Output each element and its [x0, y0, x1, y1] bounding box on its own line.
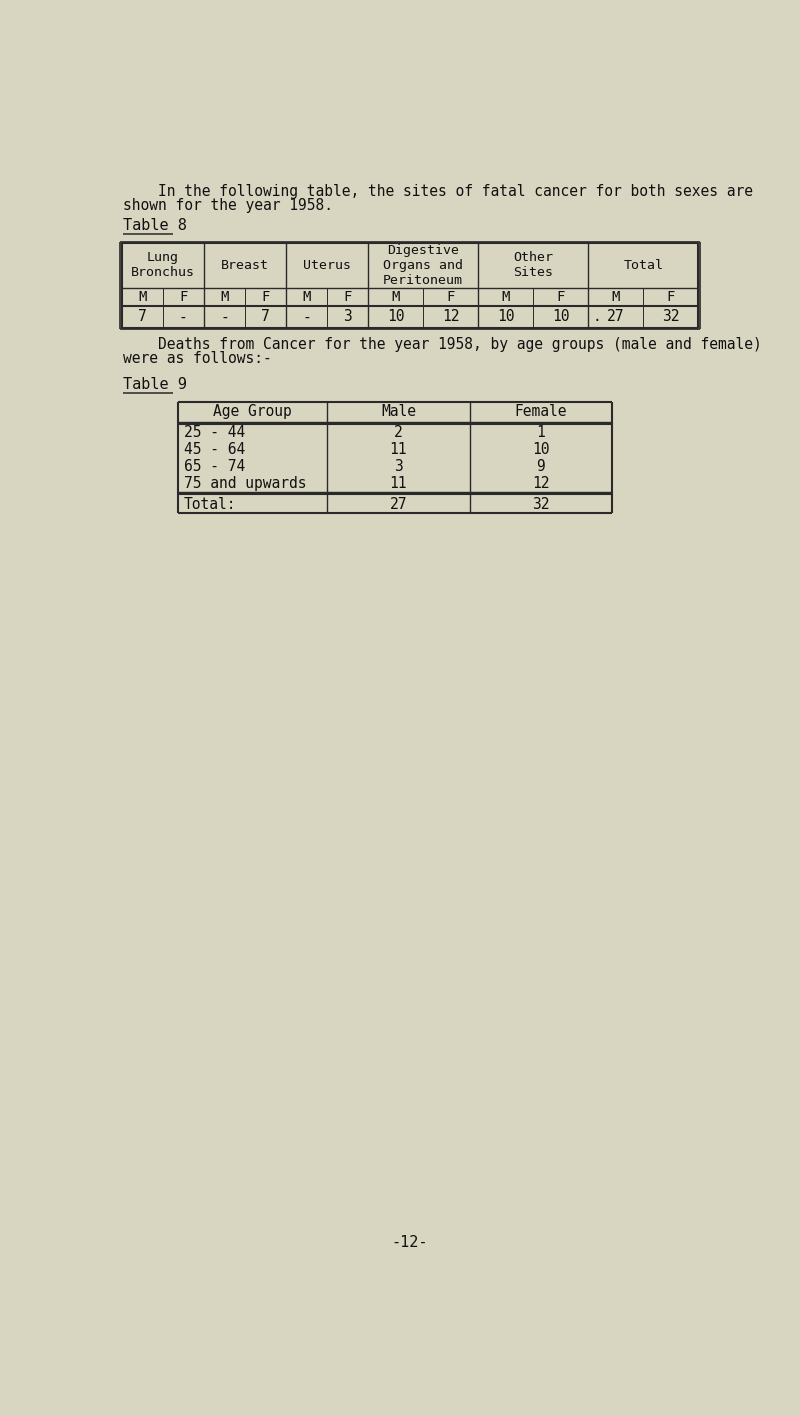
Text: 75 and upwards: 75 and upwards — [184, 476, 306, 491]
Text: 7: 7 — [138, 310, 146, 324]
Text: 12: 12 — [532, 476, 550, 491]
Text: 2: 2 — [394, 425, 402, 440]
Text: Other
Sites: Other Sites — [514, 252, 554, 279]
Text: were as follows:-: were as follows:- — [123, 351, 272, 367]
Text: F: F — [343, 290, 352, 304]
Text: F: F — [557, 290, 565, 304]
Text: Total: Total — [623, 259, 663, 272]
Text: Male: Male — [381, 404, 416, 419]
Text: 27: 27 — [607, 310, 625, 324]
Text: 25 - 44: 25 - 44 — [184, 425, 245, 440]
Text: shown for the year 1958.: shown for the year 1958. — [123, 198, 334, 212]
Text: F: F — [262, 290, 270, 304]
Text: Table 9: Table 9 — [123, 377, 187, 392]
Text: -: - — [179, 310, 188, 324]
Text: 11: 11 — [390, 442, 407, 457]
Text: F: F — [179, 290, 187, 304]
Text: M: M — [502, 290, 510, 304]
Text: 27: 27 — [390, 497, 407, 511]
Text: F: F — [446, 290, 455, 304]
Text: 10: 10 — [497, 310, 514, 324]
Text: 10: 10 — [387, 310, 405, 324]
Text: 32: 32 — [532, 497, 550, 511]
Text: 7: 7 — [261, 310, 270, 324]
Text: 12: 12 — [442, 310, 459, 324]
Text: 32: 32 — [662, 310, 679, 324]
Text: -12-: -12- — [392, 1235, 428, 1250]
Text: 11: 11 — [390, 476, 407, 491]
Text: In the following table, the sites of fatal cancer for both sexes are: In the following table, the sites of fat… — [123, 184, 754, 200]
Text: Table 8: Table 8 — [123, 218, 187, 232]
Text: 65 - 74: 65 - 74 — [184, 459, 245, 474]
Text: M: M — [302, 290, 310, 304]
Text: Lung
Bronchus: Lung Bronchus — [130, 252, 194, 279]
Text: M: M — [611, 290, 620, 304]
Text: -: - — [220, 310, 229, 324]
Text: M: M — [220, 290, 229, 304]
Text: -: - — [302, 310, 311, 324]
Text: M: M — [391, 290, 400, 304]
Text: 10: 10 — [552, 310, 570, 324]
Text: Female: Female — [514, 404, 567, 419]
Text: Breast: Breast — [221, 259, 269, 272]
Text: .: . — [592, 310, 601, 324]
Text: 3: 3 — [394, 459, 402, 474]
Text: F: F — [666, 290, 675, 304]
Text: 45 - 64: 45 - 64 — [184, 442, 245, 457]
Text: Deaths from Cancer for the year 1958, by age groups (male and female): Deaths from Cancer for the year 1958, by… — [123, 337, 762, 353]
Text: Uterus: Uterus — [303, 259, 351, 272]
Text: Total:: Total: — [184, 497, 236, 511]
Text: 10: 10 — [532, 442, 550, 457]
Text: 9: 9 — [536, 459, 545, 474]
Text: M: M — [138, 290, 146, 304]
Text: 3: 3 — [343, 310, 352, 324]
Text: Digestive
Organs and
Peritoneum: Digestive Organs and Peritoneum — [383, 244, 463, 287]
Text: 1: 1 — [536, 425, 545, 440]
Text: Age Group: Age Group — [213, 404, 292, 419]
